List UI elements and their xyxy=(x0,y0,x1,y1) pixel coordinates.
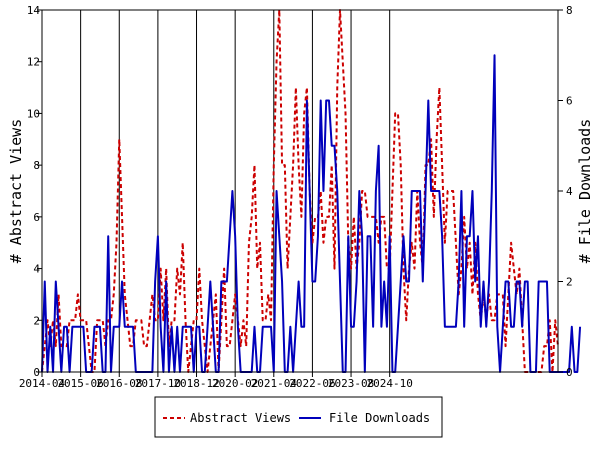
x-tick-label: 2023-08 xyxy=(328,377,374,390)
y-left-tick-label: 10 xyxy=(27,107,40,120)
axes: 2014-042015-062016-082017-102018-122020-… xyxy=(19,4,573,390)
legend-box xyxy=(154,396,443,438)
y-right-tick-label: 0 xyxy=(566,366,573,379)
x-tick-label: 2022-06 xyxy=(289,377,335,390)
y-left-tick-label: 4 xyxy=(33,263,40,276)
y-axis-right-title: # File Downloads xyxy=(576,119,594,264)
x-tick-label: 2014-04 xyxy=(19,377,66,390)
y-left-tick-label: 6 xyxy=(33,211,40,224)
legend-label-abstract-views: Abstract Views xyxy=(190,411,291,425)
y-right-tick-label: 6 xyxy=(566,95,573,108)
y-right-tick-label: 2 xyxy=(566,276,573,289)
grid-lines xyxy=(41,10,391,372)
x-tick-label: 2020-02 xyxy=(212,377,258,390)
y-right-tick-label: 4 xyxy=(566,185,573,198)
x-tick-label: 2021-04 xyxy=(251,377,298,390)
series-line-file-downloads xyxy=(41,54,582,373)
x-tick-label: 2015-06 xyxy=(57,377,103,390)
series-line-abstract-views xyxy=(41,9,559,373)
y-axis-left-title: # Abstract Views xyxy=(7,119,25,264)
y-right-tick-label: 8 xyxy=(566,4,573,17)
legend-label-file-downloads: File Downloads xyxy=(329,411,430,425)
y-left-tick-label: 12 xyxy=(27,56,40,69)
y-left-tick-label: 0 xyxy=(33,366,40,379)
x-tick-label: 2024-10 xyxy=(366,377,412,390)
y-left-tick-label: 14 xyxy=(27,4,41,17)
y-left-tick-label: 8 xyxy=(33,159,40,172)
legend: Abstract Views File Downloads xyxy=(154,396,443,438)
series-lines xyxy=(41,9,582,373)
x-tick-label: 2016-08 xyxy=(96,377,142,390)
y-left-tick-label: 2 xyxy=(33,314,40,327)
x-tick-label: 2017-10 xyxy=(135,377,181,390)
x-tick-label: 2018-12 xyxy=(173,377,219,390)
